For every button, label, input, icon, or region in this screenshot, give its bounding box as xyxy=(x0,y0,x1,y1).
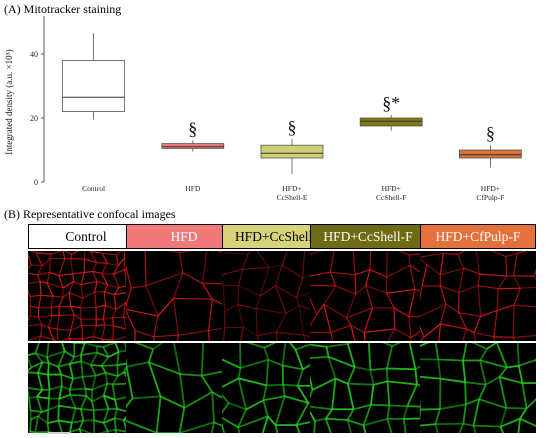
box-4: § xyxy=(458,123,522,168)
panel-b-title: (B) Representative confocal images xyxy=(4,207,176,221)
box-2: § xyxy=(260,117,324,174)
group-label-4: HFD+CfPulp-F xyxy=(420,224,536,249)
box-0 xyxy=(62,33,125,120)
box-iqr xyxy=(161,143,225,149)
confocal-image-mitotracker-4 xyxy=(420,251,536,341)
x-tick-label: HFD+ xyxy=(481,184,500,193)
y-axis-label: Integrated density (a.u. ×10⁵) xyxy=(4,49,14,154)
box-iqr xyxy=(458,149,522,159)
box-iqr xyxy=(260,144,324,159)
x-tick-label: HFD+ xyxy=(282,184,301,193)
x-tick-label: CcShell-E xyxy=(277,193,308,202)
box-iqr xyxy=(359,117,423,127)
boxplot-chart: 0 20 40 Integrated density (a.u. ×10⁵) § § §*… xyxy=(4,16,522,202)
y-tick-label: 0 xyxy=(34,178,38,187)
significance-mark: § xyxy=(188,118,197,138)
chart-boxes: § § §* § xyxy=(62,33,522,174)
significance-mark: § xyxy=(288,117,297,137)
significance-mark: §* xyxy=(382,93,400,113)
x-tick-label: Control xyxy=(82,184,105,193)
x-tick-label: CcShell-F xyxy=(376,193,406,202)
x-tick-labels: Control HFD HFD+CcShell-EHFD+CcShell-FHFD+… xyxy=(82,184,504,202)
confocal-image-membrane-3 xyxy=(310,343,426,433)
group-label-0: Control xyxy=(28,224,144,249)
box-iqr xyxy=(62,60,125,113)
box-1: § xyxy=(161,118,225,152)
group-label-3: HFD+CcShell-F xyxy=(310,224,426,249)
panel-a-title: (A) Mitotracker staining xyxy=(4,2,122,16)
y-tick-label: 40 xyxy=(30,50,38,59)
confocal-image-membrane-4 xyxy=(420,343,536,433)
confocal-image-mitotracker-3 xyxy=(310,251,426,341)
scale-bar xyxy=(48,432,70,434)
x-tick-label: HFD xyxy=(185,184,201,193)
box-3: §* xyxy=(359,93,423,131)
y-tick-label: 20 xyxy=(30,114,38,123)
x-tick-label: CfPulp-F xyxy=(476,193,504,202)
significance-mark: § xyxy=(486,123,495,143)
x-tick-label: HFD+ xyxy=(382,184,401,193)
chart-axes: 0 20 40 Integrated density (a.u. ×10⁵) xyxy=(4,16,45,187)
